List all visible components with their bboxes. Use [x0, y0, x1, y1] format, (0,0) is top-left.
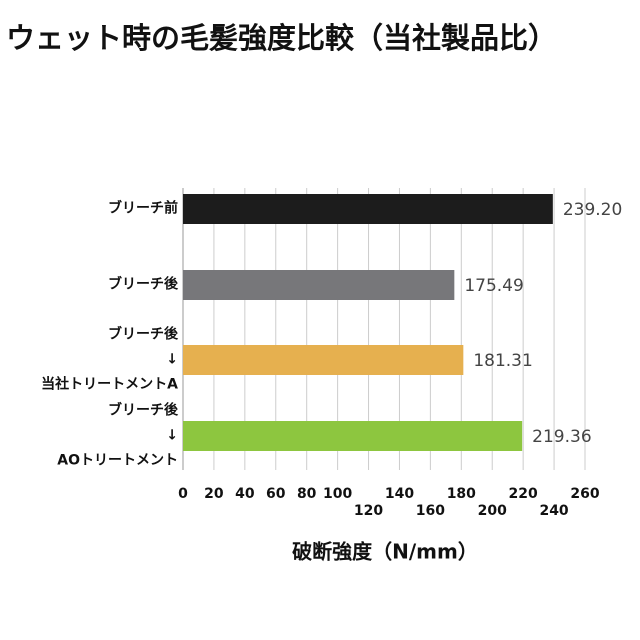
- y-tick-label: ブリーチ後: [108, 276, 178, 293]
- y-tick-label: ブリーチ後 ↓ AOトリートメント: [57, 402, 178, 469]
- x-axis-label: 破断強度（N/mm）: [292, 540, 478, 564]
- x-tick-label: 80: [297, 486, 317, 502]
- x-tick-label: 100: [323, 486, 352, 502]
- x-tick-label: 260: [570, 486, 599, 502]
- value-label: 239.20: [563, 200, 622, 220]
- x-tick-label: 180: [447, 486, 476, 502]
- x-tick-label: 60: [266, 486, 286, 502]
- value-label: 219.36: [532, 427, 591, 447]
- x-tick-label: 140: [385, 486, 414, 502]
- x-tick-label: 240: [539, 503, 568, 519]
- x-tick-label: 200: [478, 503, 507, 519]
- x-tick-label: 40: [235, 486, 255, 502]
- y-tick-label: ブリーチ後 ↓ 当社トリートメントA: [41, 326, 178, 393]
- bar: [183, 270, 455, 300]
- x-tick-label: 20: [204, 486, 224, 502]
- y-tick-label: ブリーチ前: [108, 200, 178, 217]
- value-label: 175.49: [464, 276, 523, 296]
- bar: [183, 194, 553, 224]
- x-tick-label: 0: [178, 486, 188, 502]
- x-tick-label: 120: [354, 503, 383, 519]
- x-tick-label: 220: [509, 486, 538, 502]
- value-label: 181.31: [473, 351, 532, 371]
- bar: [183, 421, 523, 451]
- bar: [183, 345, 464, 375]
- x-tick-label: 160: [416, 503, 445, 519]
- chart-title: ウェット時の毛髪強度比較（当社製品比）: [6, 21, 557, 55]
